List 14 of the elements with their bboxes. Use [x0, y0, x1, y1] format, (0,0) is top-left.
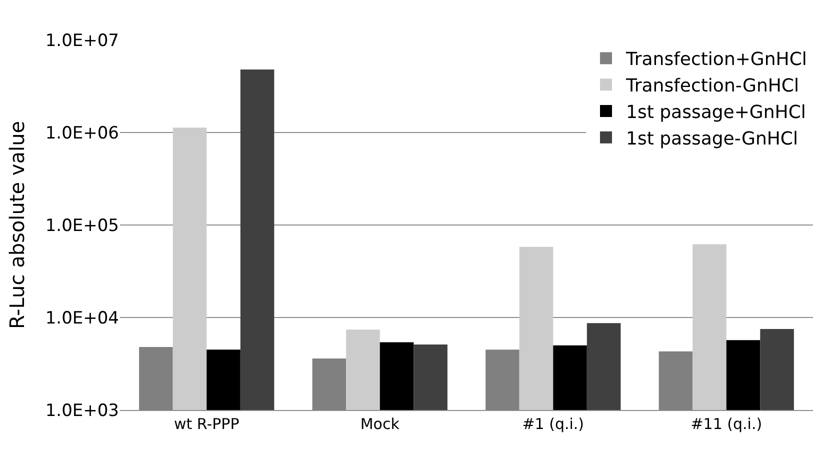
legend-label: Transfection-GnHCl [625, 76, 799, 97]
x-tick-label: #11 (q.i.) [690, 415, 762, 433]
legend-label: 1st passage+GnHCl [626, 102, 806, 124]
y-tick-label: 1.0E+07 [45, 30, 119, 51]
y-tick-label: 1.0E+06 [45, 123, 119, 144]
x-tick-label: wt R-PPP [174, 415, 240, 433]
legend-label: 1st passage-GnHCl [626, 128, 798, 150]
legend-label: Transfection+GnHCl [625, 49, 807, 70]
y-tick-label: 1.0E+05 [45, 216, 119, 236]
x-tick-label: Mock [360, 415, 400, 433]
y-tick-label: 1.0E+03 [45, 400, 119, 421]
y-tick-label: 1.0E+04 [45, 308, 119, 328]
y-axis-title: R-Luc absolute value [4, 120, 29, 330]
x-tick-label: #1 (q.i.) [522, 415, 584, 433]
